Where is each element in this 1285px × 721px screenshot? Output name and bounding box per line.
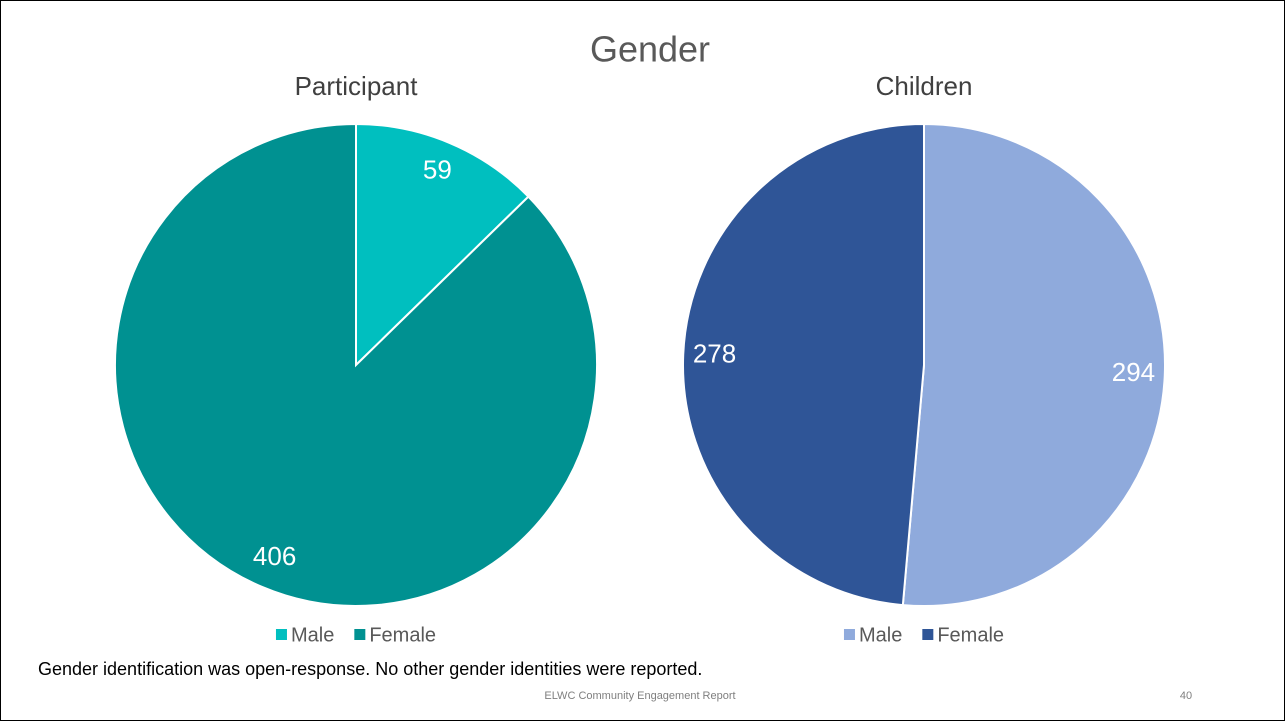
note: Gender identification was open-response.…: [38, 659, 702, 679]
legend-swatch: [275, 629, 287, 640]
pie-slice: [355, 122, 530, 368]
pie-slice: [901, 122, 1166, 607]
data-label: 59: [423, 155, 452, 185]
legend-label: Male: [291, 624, 334, 646]
legend-label: Male: [859, 624, 902, 646]
slide-title: Gender: [590, 29, 710, 70]
legend-label: Female: [937, 624, 1004, 646]
page-number: 40: [1180, 690, 1192, 702]
legend-swatch: [843, 629, 855, 640]
legend-swatch: [354, 629, 366, 640]
chart-title: Children: [876, 71, 973, 101]
data-label: 278: [693, 339, 736, 369]
chart-title: Participant: [295, 71, 419, 101]
legend-swatch: [922, 629, 934, 640]
footer: ELWC Community Engagement Report: [544, 690, 735, 702]
pie-slice: [682, 122, 925, 607]
legend-label: Female: [369, 624, 436, 646]
pie-slice: [114, 122, 598, 607]
data-label: 294: [1112, 357, 1155, 387]
data-label: 406: [253, 541, 296, 571]
